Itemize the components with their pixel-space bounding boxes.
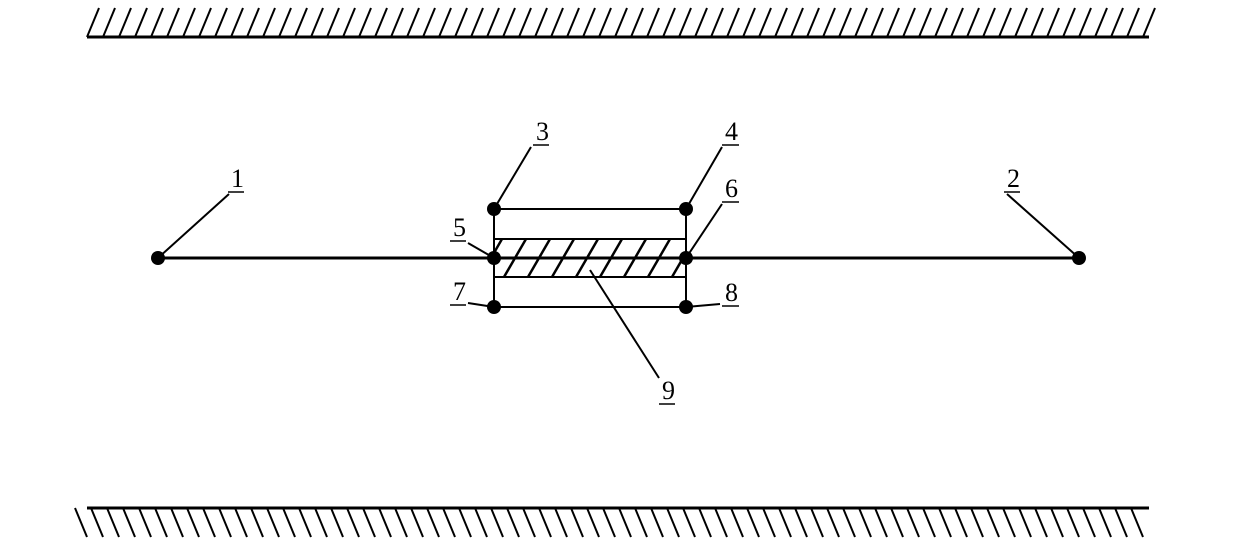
leader-3 xyxy=(494,147,531,209)
label-2: 2 xyxy=(1007,164,1020,193)
label-9: 9 xyxy=(662,376,675,405)
label-6: 6 xyxy=(725,174,738,203)
diagram-canvas: 1 2 3 4 5 6 7 8 9 xyxy=(0,0,1239,548)
label-1: 1 xyxy=(231,164,244,193)
label-3: 3 xyxy=(536,117,549,146)
label-4: 4 xyxy=(725,117,738,146)
leader-1 xyxy=(158,194,229,258)
bottom-border-hatch xyxy=(75,508,1143,537)
top-border-hatch xyxy=(87,8,1155,37)
leader-4 xyxy=(686,147,722,209)
label-5: 5 xyxy=(453,213,466,242)
label-8: 8 xyxy=(725,278,738,307)
leader-9 xyxy=(590,270,659,378)
leader-5 xyxy=(468,243,494,258)
leader-2 xyxy=(1007,194,1079,258)
label-7: 7 xyxy=(453,277,466,306)
